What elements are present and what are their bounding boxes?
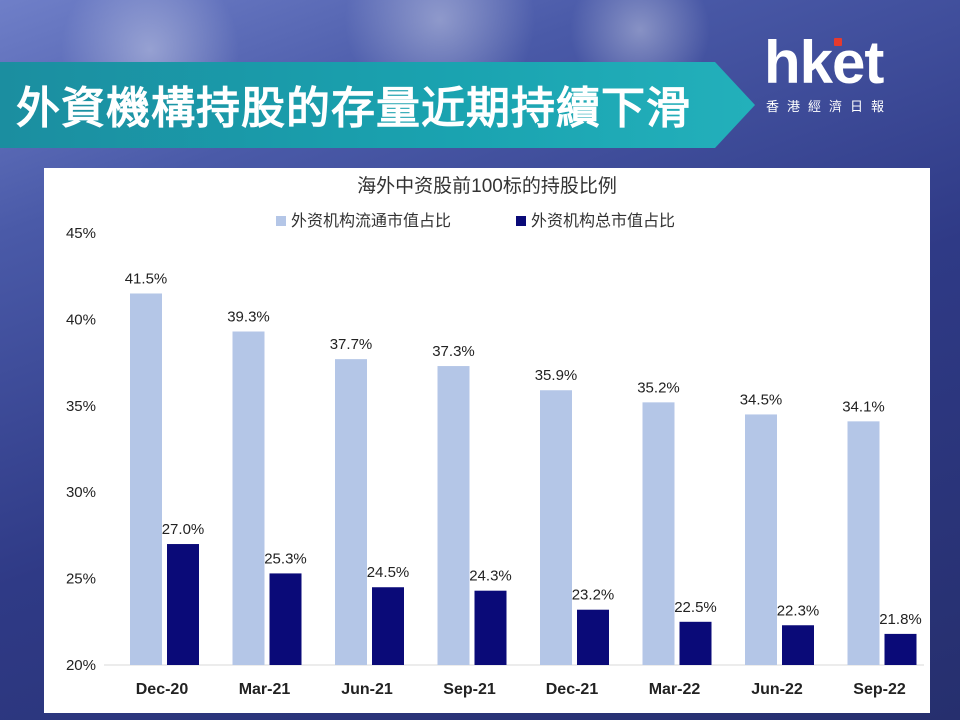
data-label: 37.7%	[330, 336, 373, 353]
chart-panel: 海外中资股前100标的持股比例 外资机构流通市值占比 外资机构总市值占比 20% 2…	[44, 168, 930, 713]
bar-series2-Jun-21	[372, 587, 404, 665]
data-label: 24.3%	[469, 568, 512, 585]
x-tick-label: Dec-20	[136, 681, 189, 698]
bars-group: 41.5% 27.0% 39.3% 25.3% 37.7% 24.5% 37.3% 24.3%…	[125, 270, 922, 665]
y-tick-label: 20%	[66, 657, 96, 674]
bar-series1-Jun-22	[745, 414, 777, 665]
logo-wordmark: hket	[764, 29, 884, 96]
logo-dot	[834, 38, 842, 46]
logo-subtitle: 香港經濟日報	[766, 100, 893, 115]
bar-series2-Mar-21	[269, 573, 302, 665]
bar-chart: 海外中资股前100标的持股比例 外资机构流通市值占比 外资机构总市值占比 20%2…	[66, 175, 924, 698]
chart-legend: 外资机构流通市值占比 外资机构总市值占比	[276, 212, 675, 230]
x-tick-label: Jun-21	[341, 681, 393, 698]
x-tick-label: Dec-21	[546, 681, 599, 698]
x-tick-label: Sep-22	[853, 681, 906, 698]
bar-series2-Sep-22	[884, 633, 917, 665]
bar-series1-Sep-22	[847, 421, 880, 665]
data-label: 34.5%	[740, 391, 783, 408]
bar-series1-Jun-21	[335, 359, 367, 665]
x-tick-label: Sep-21	[443, 681, 496, 698]
data-label: 24.5%	[367, 564, 410, 581]
legend-swatch-1	[276, 216, 286, 226]
y-tick-label: 45%	[66, 225, 96, 242]
data-label: 22.5%	[674, 599, 717, 616]
bar-series2-Sep-21	[474, 590, 507, 665]
y-tick-label: 40%	[66, 311, 96, 328]
data-label: 39.3%	[227, 308, 270, 325]
data-label: 34.1%	[842, 398, 885, 415]
bar-series1-Dec-20	[130, 293, 162, 665]
data-label: 22.3%	[777, 602, 820, 619]
x-tick-label: Jun-22	[751, 681, 803, 698]
title-banner: 外資機構持股的存量近期持續下滑	[0, 62, 755, 148]
bar-series1-Sep-21	[437, 366, 470, 665]
chart-title: 海外中资股前100标的持股比例	[357, 175, 617, 197]
data-label: 35.9%	[535, 367, 578, 384]
data-label: 41.5%	[125, 270, 168, 287]
bar-series2-Jun-22	[782, 625, 814, 665]
data-label: 37.3%	[432, 343, 475, 360]
y-tick-label: 25%	[66, 571, 96, 588]
x-tick-label: Mar-22	[649, 681, 701, 698]
data-label: 25.3%	[264, 550, 307, 567]
y-tick-label: 30%	[66, 484, 96, 501]
bar-series1-Mar-22	[642, 402, 675, 665]
bar-series2-Mar-22	[679, 621, 712, 665]
bar-series1-Mar-21	[232, 331, 265, 665]
data-label: 27.0%	[162, 521, 205, 538]
legend-label-2: 外资机构总市值占比	[531, 212, 675, 230]
bar-series2-Dec-20	[167, 544, 199, 665]
x-tick-label: Mar-21	[239, 681, 291, 698]
bar-series2-Dec-21	[577, 609, 609, 665]
data-label: 23.2%	[572, 587, 615, 604]
y-tick-label: 35%	[66, 398, 96, 415]
legend-swatch-2	[516, 216, 526, 226]
slide-title: 外資機構持股的存量近期持續下滑	[16, 83, 691, 134]
legend-label-1: 外资机构流通市值占比	[291, 212, 451, 230]
data-label: 21.8%	[879, 611, 922, 628]
data-label: 35.2%	[637, 379, 680, 396]
y-axis: 20% 25% 30% 35% 40% 45%	[66, 225, 924, 674]
x-axis: Dec-20 Mar-21 Jun-21 Sep-21 Dec-21 Mar-22 Jun-…	[136, 681, 906, 698]
bar-series1-Dec-21	[540, 390, 572, 665]
hket-logo: hket 香港經濟日報	[760, 28, 930, 124]
